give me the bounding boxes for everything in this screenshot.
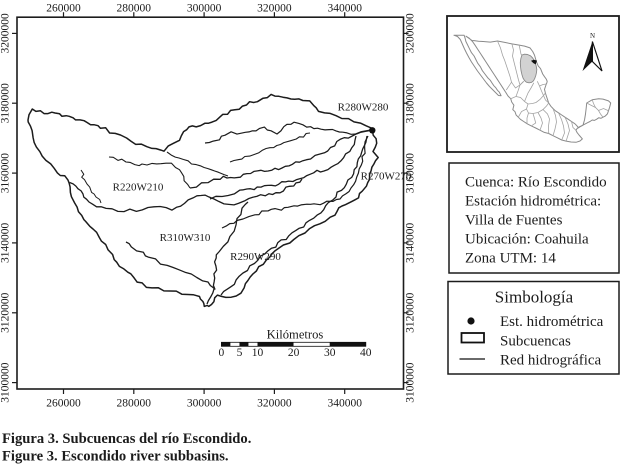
svg-text:Estación hidrométrica:: Estación hidrométrica:	[465, 194, 601, 210]
svg-text:R280W280: R280W280	[338, 102, 389, 114]
svg-text:N: N	[590, 32, 595, 40]
svg-text:10: 10	[252, 347, 264, 359]
svg-text:300000: 300000	[187, 398, 222, 410]
svg-text:R220W210: R220W210	[113, 182, 164, 194]
svg-text:3200000: 3200000	[0, 13, 12, 54]
svg-text:280000: 280000	[117, 398, 152, 410]
svg-text:Simbología: Simbología	[495, 288, 574, 307]
svg-text:Kilómetros: Kilómetros	[267, 328, 324, 342]
svg-text:30: 30	[324, 347, 336, 359]
svg-text:3100000: 3100000	[0, 362, 12, 403]
svg-text:340000: 340000	[327, 398, 362, 410]
svg-text:3180000: 3180000	[405, 83, 417, 124]
svg-text:320000: 320000	[257, 398, 292, 410]
svg-text:5: 5	[237, 347, 243, 359]
svg-text:20: 20	[288, 347, 300, 359]
svg-text:340000: 340000	[327, 3, 362, 15]
svg-text:40: 40	[360, 347, 372, 359]
svg-text:R290W290: R290W290	[230, 251, 281, 263]
svg-text:3100000: 3100000	[405, 362, 417, 403]
svg-text:3140000: 3140000	[405, 223, 417, 264]
svg-text:280000: 280000	[117, 3, 152, 15]
svg-text:Red hidrográfica: Red hidrográfica	[500, 353, 602, 369]
svg-text:Cuenca: Río Escondido: Cuenca: Río Escondido	[465, 175, 607, 191]
svg-text:Zona UTM: 14: Zona UTM: 14	[465, 251, 556, 267]
svg-text:Subcuencas: Subcuencas	[500, 334, 571, 350]
svg-text:3160000: 3160000	[405, 153, 417, 194]
svg-text:Ubicación: Coahuila: Ubicación: Coahuila	[465, 232, 589, 248]
svg-text:Figura 3. Subcuencas del río E: Figura 3. Subcuencas del río Escondido.	[2, 431, 251, 447]
svg-text:320000: 320000	[257, 3, 292, 15]
svg-text:R310W310: R310W310	[160, 232, 211, 244]
svg-text:Est. hidrométrica: Est. hidrométrica	[500, 314, 604, 330]
svg-text:3160000: 3160000	[0, 153, 12, 194]
svg-text:300000: 300000	[187, 3, 222, 15]
svg-text:260000: 260000	[46, 3, 81, 15]
svg-text:3140000: 3140000	[0, 223, 12, 264]
svg-text:3200000: 3200000	[405, 13, 417, 54]
svg-text:Villa de Fuentes: Villa de Fuentes	[465, 213, 563, 229]
svg-text:R270W270: R270W270	[361, 171, 412, 183]
svg-text:3120000: 3120000	[0, 292, 12, 333]
svg-text:0: 0	[219, 347, 225, 359]
svg-text:3120000: 3120000	[405, 292, 417, 333]
svg-text:Figure 3. Escondido river subb: Figure 3. Escondido river subbasins.	[2, 449, 229, 465]
svg-text:260000: 260000	[46, 398, 81, 410]
svg-text:3180000: 3180000	[0, 83, 12, 124]
